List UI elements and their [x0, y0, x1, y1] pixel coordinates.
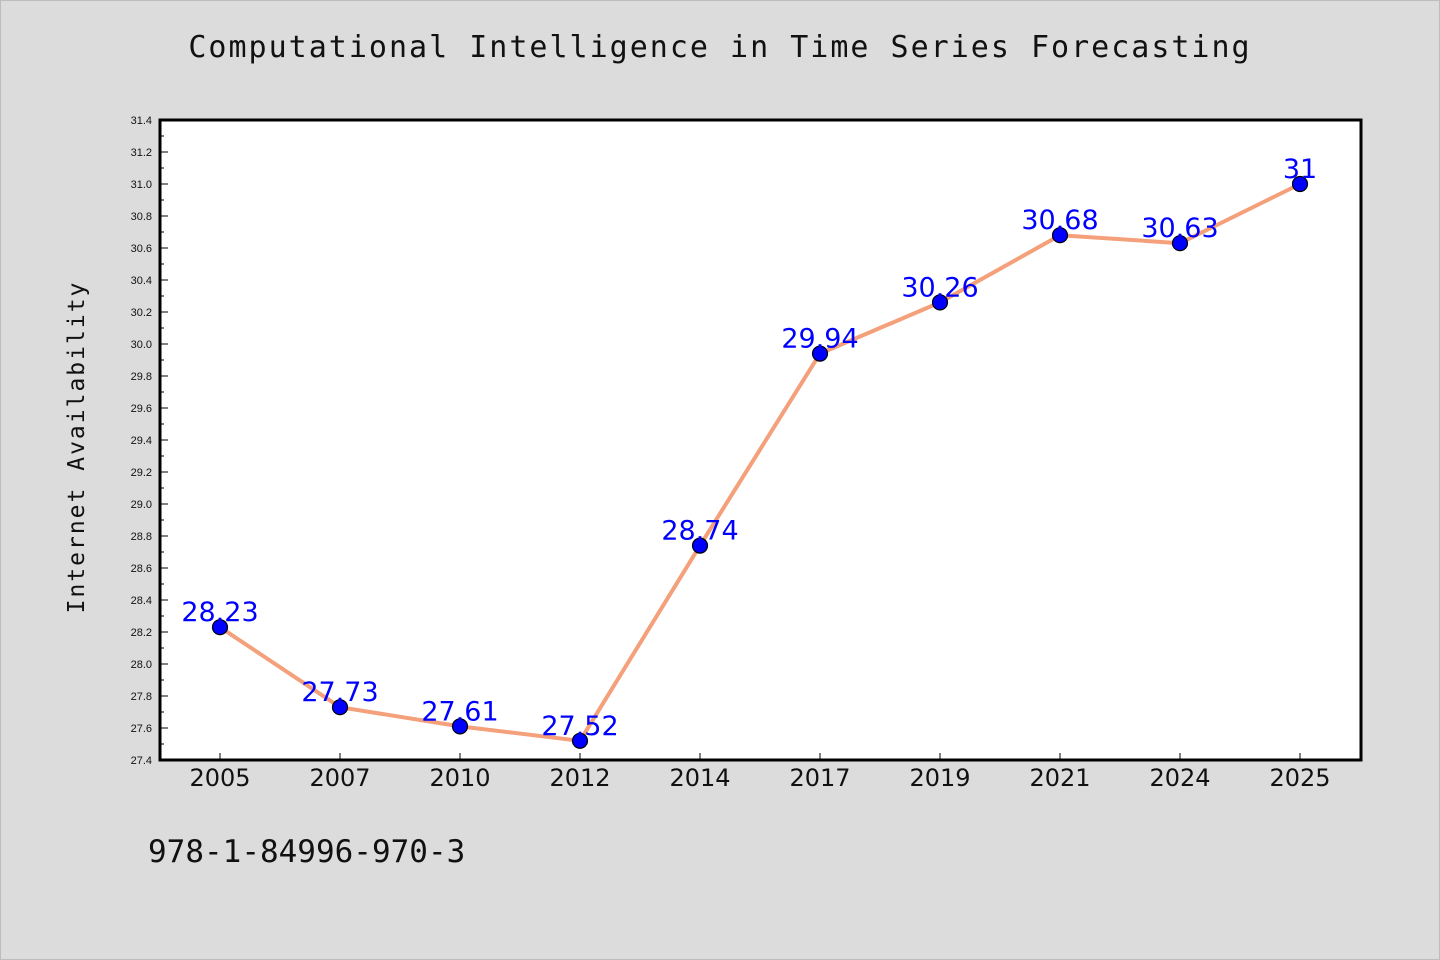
- y-tick-label: 29.8: [131, 371, 152, 383]
- y-tick-label: 30.8: [131, 211, 152, 223]
- data-point: [811, 345, 829, 362]
- y-tick-label: 29.2: [131, 467, 152, 479]
- series-line: [218, 182, 1301, 743]
- data-point: [211, 619, 229, 636]
- data-label: 28.74: [661, 516, 738, 547]
- y-tick-label: 30.0: [131, 339, 152, 351]
- x-tick-label: 2024: [1149, 764, 1210, 792]
- y-tick-label: 30.2: [131, 307, 152, 319]
- x-tick-label: 2025: [1269, 764, 1330, 792]
- x-tick-label: 2021: [1029, 764, 1090, 792]
- isbn-footnote: 978-1-84996-970-3: [148, 834, 466, 870]
- y-tick-label: 27.6: [131, 723, 152, 735]
- y-tick-label: 27.8: [131, 691, 152, 703]
- data-label: 27.73: [301, 677, 378, 708]
- x-tick-label: 2007: [309, 764, 370, 792]
- y-tick-label: 28.0: [131, 659, 152, 671]
- chart-title: Computational Intelligence in Time Serie…: [188, 30, 1252, 65]
- x-tick-label: 2010: [429, 764, 490, 792]
- y-tick-label: 30.6: [131, 243, 152, 255]
- y-tick-label: 28.2: [131, 627, 152, 639]
- y-tick-label: 28.4: [131, 595, 152, 607]
- data-point: [571, 732, 589, 749]
- data-label: 27.52: [541, 711, 618, 742]
- data-label: 30.68: [1021, 205, 1098, 236]
- y-tick-label: 29.4: [131, 435, 152, 447]
- y-tick-label: 30.4: [131, 275, 152, 287]
- data-label: 30.26: [901, 272, 978, 303]
- data-label: 28.23: [181, 597, 258, 628]
- data-point: [331, 699, 349, 716]
- y-tick-label: 31.0: [131, 179, 152, 191]
- y-tick-label: 31.2: [131, 147, 152, 159]
- data-label: 31: [1283, 154, 1317, 185]
- y-tick-label: 31.4: [131, 115, 152, 127]
- y-tick-label: 27.4: [131, 755, 152, 767]
- x-tick-label: 2019: [909, 764, 970, 792]
- y-tick-label: 28.8: [131, 531, 152, 543]
- x-tick-label: 2005: [189, 764, 250, 792]
- data-point: [1051, 227, 1069, 244]
- data-label: 29.94: [781, 324, 858, 355]
- data-point: [451, 718, 469, 735]
- data-point: [691, 537, 709, 554]
- x-tick-label: 2014: [669, 764, 730, 792]
- plot-area: [158, 118, 1363, 762]
- y-tick-label: 29.6: [131, 403, 152, 415]
- data-point: [1171, 235, 1189, 252]
- y-tick-label: 28.6: [131, 563, 152, 575]
- data-label: 30.63: [1141, 213, 1218, 244]
- data-label: 27.61: [421, 696, 498, 727]
- x-tick-label: 2012: [549, 764, 610, 792]
- data-point: [1291, 175, 1309, 193]
- data-point: [931, 294, 949, 311]
- x-tick-label: 2017: [789, 764, 850, 792]
- y-tick-label: 29.0: [131, 499, 152, 511]
